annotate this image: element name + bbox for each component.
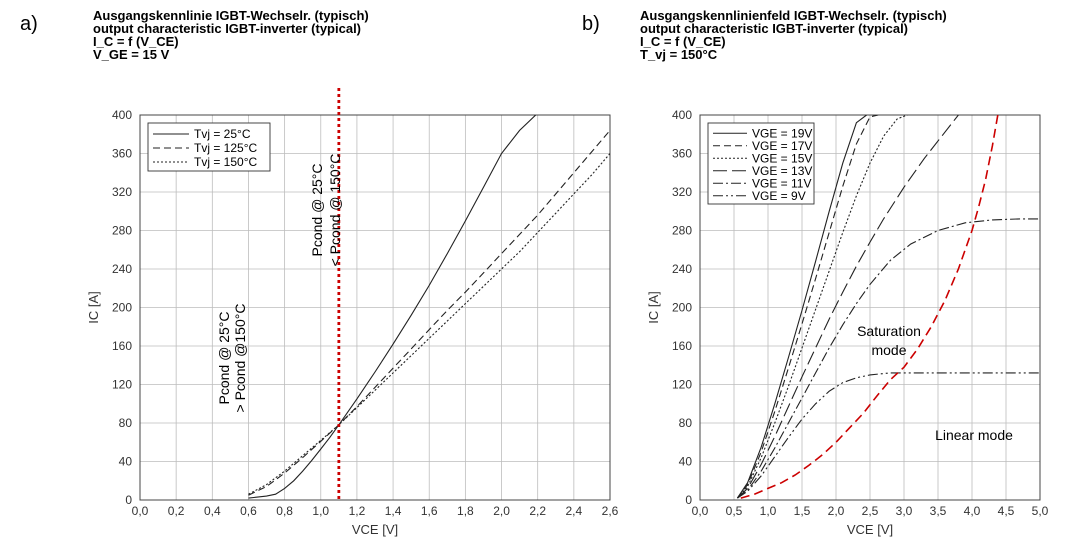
y-tick-label: 200: [112, 301, 132, 315]
x-axis-label: VCE [V]: [352, 522, 398, 537]
y-tick-label: 280: [112, 224, 132, 238]
y-tick-label: 280: [672, 224, 692, 238]
y-axis-label: IC [A]: [86, 291, 101, 324]
y-tick-label: 320: [112, 185, 132, 199]
legend-label: Tvj = 150°C: [194, 155, 257, 169]
x-tick-label: 4,0: [964, 504, 981, 518]
x-tick-label: 0,4: [204, 504, 221, 518]
annotation-text: mode: [871, 342, 906, 358]
x-tick-label: 2,6: [602, 504, 619, 518]
x-tick-label: 0,2: [168, 504, 185, 518]
x-tick-label: 3,0: [896, 504, 913, 518]
y-tick-label: 80: [119, 416, 133, 430]
y-tick-label: 120: [672, 378, 692, 392]
legend-label: VGE = 9V: [752, 189, 806, 203]
series-line: [737, 219, 1040, 498]
y-tick-label: 160: [112, 339, 132, 353]
x-tick-label: 3,5: [930, 504, 947, 518]
x-tick-label: 1,2: [349, 504, 366, 518]
y-tick-label: 360: [672, 147, 692, 161]
x-tick-label: 1,0: [760, 504, 777, 518]
y-tick-label: 240: [672, 262, 692, 276]
panel-letter: a): [20, 13, 38, 35]
annotation-text: Saturation: [857, 323, 921, 339]
grid: [140, 115, 610, 500]
y-tick-label: 40: [119, 455, 133, 469]
x-tick-label: 0,0: [692, 504, 709, 518]
x-tick-label: 2,0: [493, 504, 510, 518]
chart-panel-b: b) Ausgangskennlinienfeld IGBT-Wechselr. …: [582, 8, 1049, 537]
y-tick-label: 120: [112, 378, 132, 392]
x-tick-label: 2,5: [862, 504, 879, 518]
x-tick-label: 1,0: [312, 504, 329, 518]
chart-header-line: V_GE = 15 V: [93, 47, 170, 62]
x-tick-label: 2,0: [828, 504, 845, 518]
rotated-annotation: Pcond @ 25°C < Pcond @ 150°C: [309, 154, 343, 267]
x-tick-label: 2,4: [566, 504, 583, 518]
y-tick-label: 200: [672, 301, 692, 315]
x-tick-label: 4,5: [998, 504, 1015, 518]
y-tick-label: 0: [125, 493, 132, 507]
annotation-text: > Pcond @150°C: [232, 304, 248, 413]
annotation-text: Pcond @ 25°C: [309, 164, 325, 257]
chart-panel-a: a) Ausgangskennlinie IGBT-Wechselr. (typi…: [20, 8, 619, 537]
y-tick-label: 240: [112, 262, 132, 276]
y-tick-label: 360: [112, 147, 132, 161]
y-tick-label: 160: [672, 339, 692, 353]
annotation-text: Pcond @ 25°C: [216, 312, 232, 405]
x-tick-label: 0,0: [132, 504, 149, 518]
x-tick-label: 2,2: [529, 504, 546, 518]
y-axis-label: IC [A]: [646, 291, 661, 324]
y-tick-label: 0: [685, 493, 692, 507]
x-tick-label: 0,5: [726, 504, 743, 518]
chart-header-line: T_vj = 150°C: [640, 47, 718, 62]
annotation-text: Linear mode: [935, 427, 1013, 443]
x-tick-label: 0,8: [276, 504, 293, 518]
x-tick-label: 1,6: [421, 504, 438, 518]
y-tick-label: 320: [672, 185, 692, 199]
x-tick-label: 1,8: [457, 504, 474, 518]
y-tick-label: 40: [679, 455, 693, 469]
legend-label: Tvj = 125°C: [194, 141, 257, 155]
x-tick-label: 5,0: [1032, 504, 1049, 518]
panel-letter: b): [582, 13, 600, 35]
legend-label: Tvj = 25°C: [194, 127, 251, 141]
y-tick-label: 400: [672, 108, 692, 122]
x-tick-label: 1,4: [385, 504, 402, 518]
x-tick-label: 1,5: [794, 504, 811, 518]
x-axis-label: VCE [V]: [847, 522, 893, 537]
annotation-text: < Pcond @ 150°C: [327, 154, 343, 267]
y-tick-label: 400: [112, 108, 132, 122]
x-tick-label: 0,6: [240, 504, 257, 518]
rotated-annotation: Pcond @ 25°C > Pcond @150°C: [216, 304, 248, 413]
y-tick-label: 80: [679, 416, 693, 430]
